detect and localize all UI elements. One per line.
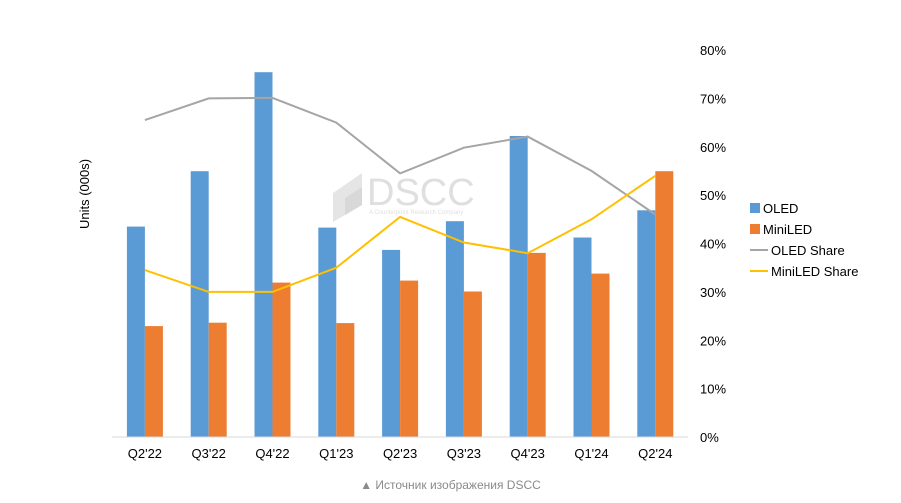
line-miniled-share (144, 174, 656, 293)
image-caption: ▲ Источник изображения DSCC (360, 478, 541, 492)
bars-layer (126, 72, 674, 437)
bar-miniled-7 (591, 273, 610, 437)
bar-miniled-4 (400, 280, 419, 437)
y2-tick-label: 30% (700, 285, 726, 300)
bar-miniled-2 (272, 282, 291, 437)
legend-item: MiniLED Share (750, 264, 858, 279)
legend: OLED MiniLED OLED Share MiniLED Share (750, 201, 858, 279)
x-tick-label: Q2'23 (383, 446, 417, 461)
legend-swatch (750, 203, 760, 213)
legend-label: MiniLED Share (771, 264, 858, 279)
legend-label: OLED Share (771, 243, 845, 258)
y2-tick-label: 20% (700, 333, 726, 348)
bar-oled-5 (445, 221, 464, 437)
bar-miniled-6 (527, 252, 546, 437)
y2-tick-label: 0% (700, 430, 719, 445)
x-tick-label: Q2'24 (638, 446, 672, 461)
x-tick-label: Q1'24 (574, 446, 608, 461)
y2-axis-ticks: 0% 10% 20% 30% 40% 50% 60% 70% 80% (700, 43, 726, 445)
watermark: DSCC A Counterpoint Research Company (333, 172, 475, 222)
bar-oled-8 (637, 210, 656, 437)
x-tick-label: Q3'23 (447, 446, 481, 461)
bar-miniled-3 (336, 323, 355, 437)
legend-item: OLED Share (750, 243, 845, 258)
y2-tick-label: 80% (700, 43, 726, 58)
x-tick-label: Q1'23 (319, 446, 353, 461)
x-tick-label: Q3'22 (192, 446, 226, 461)
bar-oled-4 (382, 249, 401, 437)
legend-label: OLED (763, 201, 798, 216)
y2-tick-label: 50% (700, 188, 726, 203)
legend-item: OLED (750, 201, 798, 216)
legend-label: MiniLED (763, 222, 812, 237)
x-tick-label: Q4'22 (255, 446, 289, 461)
legend-swatch (750, 224, 760, 234)
y2-tick-label: 40% (700, 237, 726, 252)
bar-miniled-8 (655, 171, 674, 437)
lines-layer (144, 96, 656, 293)
y-axis-label: Units (000s) (77, 159, 92, 229)
bar-miniled-5 (463, 291, 482, 437)
watermark-text: DSCC (367, 172, 475, 214)
bar-oled-7 (573, 237, 592, 437)
x-tick-label: Q2'22 (128, 446, 162, 461)
watermark-subtext: A Counterpoint Research Company (369, 210, 463, 216)
bar-oled-6 (509, 136, 528, 437)
legend-item: MiniLED (750, 222, 812, 237)
line-oled-share (144, 96, 656, 216)
bar-oled-0 (126, 226, 145, 437)
bar-oled-2 (254, 72, 273, 437)
y2-tick-label: 10% (700, 382, 726, 397)
y2-tick-label: 70% (700, 91, 726, 106)
bar-miniled-1 (208, 322, 227, 437)
y2-tick-label: 60% (700, 140, 726, 155)
x-axis-ticks: Q2'22 Q3'22 Q4'22 Q1'23 Q2'23 Q3'23 Q4'23 Q1'24… (128, 446, 673, 461)
bar-miniled-0 (144, 326, 163, 437)
x-tick-label: Q4'23 (511, 446, 545, 461)
bar-oled-1 (190, 171, 209, 437)
bar-oled-3 (318, 227, 337, 437)
